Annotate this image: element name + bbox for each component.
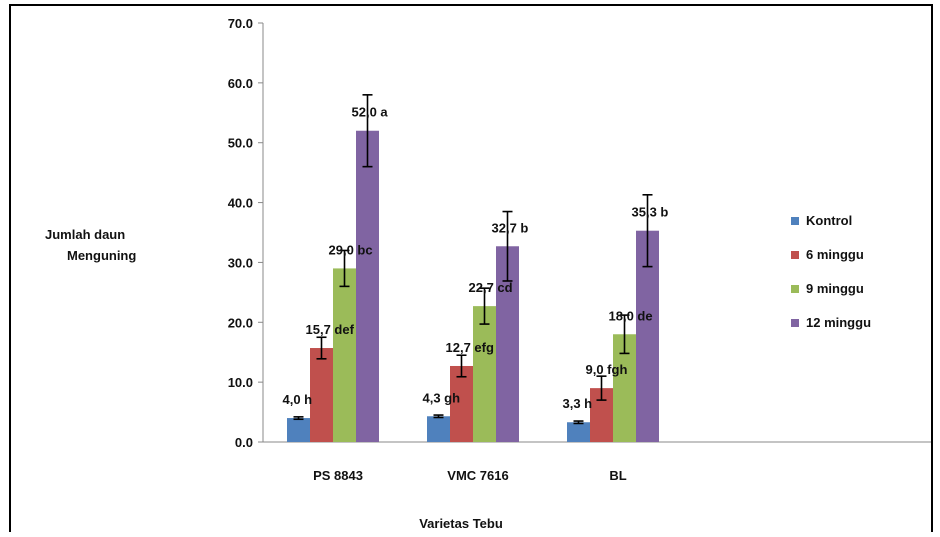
legend-swatch [791, 251, 799, 259]
bar [590, 388, 613, 442]
data-label: 15,7 def [306, 322, 355, 337]
y-tick-label: 60.0 [228, 76, 253, 91]
data-label: 12,7 efg [446, 340, 494, 355]
y-axis-title-line-2: Menguning [67, 248, 136, 263]
bar [473, 306, 496, 442]
legend-label: 12 minggu [806, 315, 871, 330]
data-label: 52,0 a [352, 105, 389, 120]
data-label: 4,3 gh [423, 390, 461, 405]
legend-label: 6 minggu [806, 247, 864, 262]
bar [427, 416, 450, 442]
bar [450, 365, 473, 442]
legend-label: 9 minggu [806, 281, 864, 296]
chart-frame: 0.0 10.0 20.0 30.0 40.0 50.0 60.0 70.0 PS 8843 VM… [9, 4, 933, 532]
bar [356, 130, 379, 442]
data-label: 32,7 b [492, 220, 529, 235]
chart-legend: Kontrol 6 minggu 9 minggu 12 minggu [791, 213, 871, 330]
bar [333, 268, 356, 442]
data-label: 22,7 cd [469, 280, 513, 295]
x-axis-title: Varietas Tebu [419, 516, 503, 531]
data-label: 4,0 h [283, 392, 313, 407]
y-tick-label: 40.0 [228, 196, 253, 211]
data-label: 3,3 h [563, 396, 593, 411]
legend-swatch [791, 285, 799, 293]
data-label: 9,0 fgh [586, 362, 628, 377]
bar [613, 334, 636, 442]
legend-label: Kontrol [806, 213, 852, 228]
x-tick-label: VMC 7616 [447, 468, 508, 483]
legend-swatch [791, 319, 799, 327]
y-tick-label: 0.0 [235, 435, 253, 450]
y-tick-label: 20.0 [228, 315, 253, 330]
chart-bars [287, 130, 659, 442]
bar [636, 230, 659, 442]
x-tick-label: BL [609, 468, 626, 483]
data-label: 35,3 b [632, 205, 669, 220]
bar-chart: 0.0 10.0 20.0 30.0 40.0 50.0 60.0 70.0 PS 8843 VM… [45, 16, 931, 531]
y-tick-label: 70.0 [228, 16, 253, 31]
data-label: 18,0 de [609, 308, 653, 323]
chart-error-bars [293, 94, 653, 425]
legend-swatch [791, 217, 799, 225]
y-tick-label: 30.0 [228, 255, 253, 270]
bar [496, 246, 519, 442]
y-tick-label: 50.0 [228, 136, 253, 151]
bar [567, 422, 590, 442]
y-tick-label: 10.0 [228, 375, 253, 390]
x-tick-label: PS 8843 [313, 468, 363, 483]
bar [310, 348, 333, 442]
data-label: 29,0 bc [329, 242, 373, 257]
bar [287, 418, 310, 442]
y-axis-title-line-1: Jumlah daun [45, 227, 125, 242]
chart-data-labels: 4,0 h 15,7 def 29,0 bc 52,0 a 4,3 gh 12,7 efg… [283, 105, 669, 412]
